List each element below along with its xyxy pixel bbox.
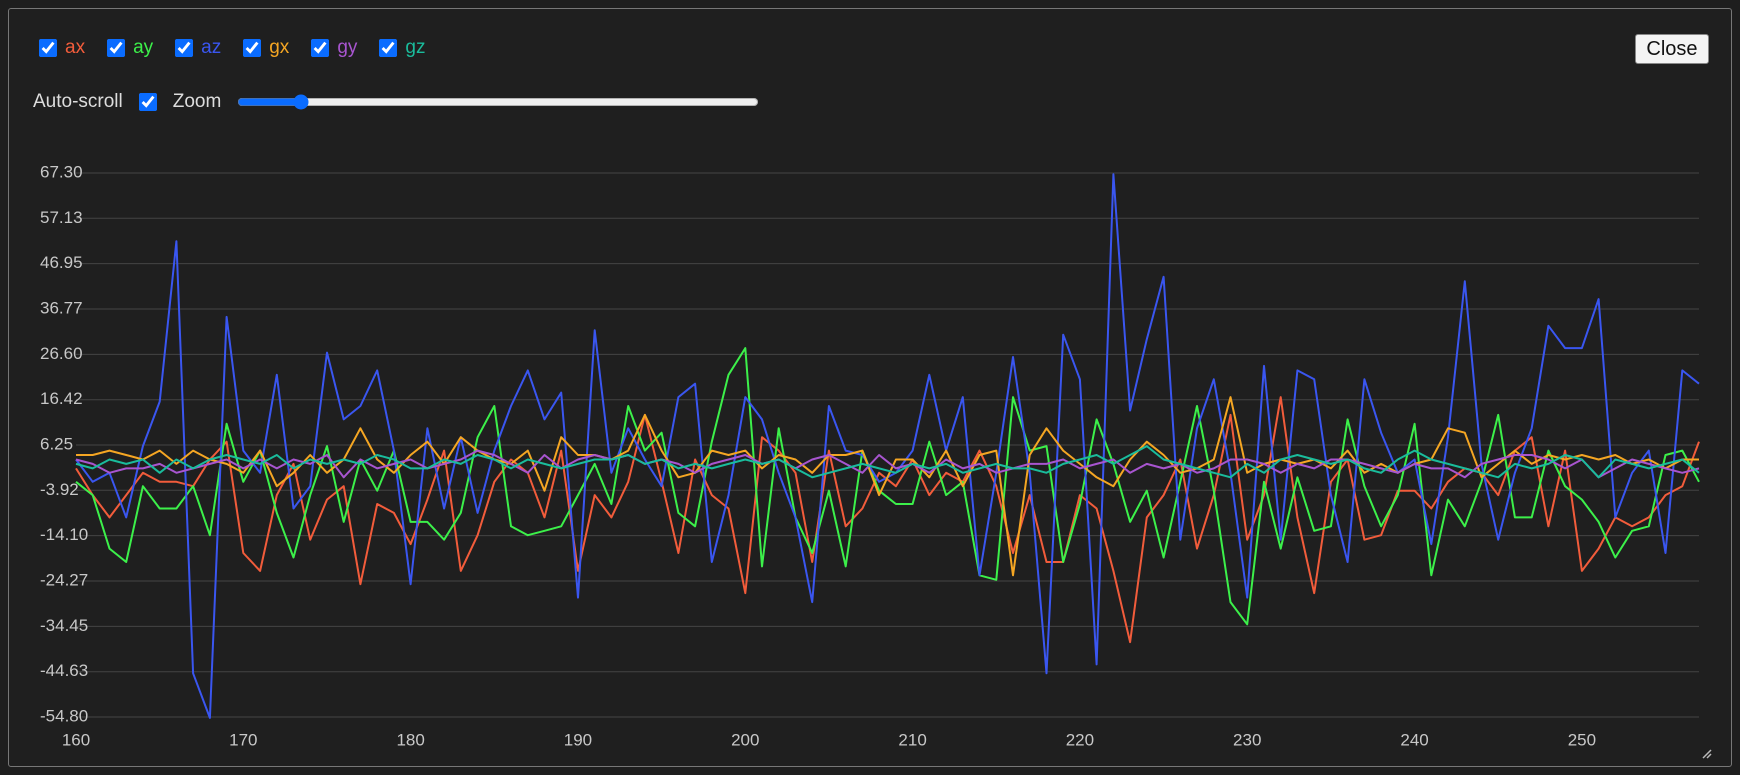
y-tick-label: 46.95	[40, 253, 83, 272]
autoscroll-checkbox[interactable]	[138, 93, 157, 111]
x-tick-label: 220	[1066, 730, 1094, 749]
y-tick-label: 67.30	[40, 162, 83, 181]
close-button[interactable]: Close	[1635, 34, 1709, 64]
legend-label: ax	[65, 37, 86, 58]
autoscroll-label: Auto-scroll	[33, 91, 123, 112]
legend-label: az	[201, 37, 222, 58]
zoom-label: Zoom	[172, 91, 222, 112]
x-tick-label: 210	[898, 730, 926, 749]
y-tick-label: -14.10	[40, 525, 88, 544]
x-tick-label: 200	[731, 730, 759, 749]
x-tick-label: 160	[62, 730, 90, 749]
y-tick-label: 6.25	[40, 434, 73, 453]
legend-label: gz	[405, 37, 426, 58]
series-line	[75, 445, 1700, 479]
x-tick-label: 190	[564, 730, 592, 749]
x-tick-label: 240	[1400, 730, 1428, 749]
x-tick-label: 250	[1568, 730, 1596, 749]
y-tick-label: -44.63	[40, 661, 88, 680]
y-tick-label: 26.60	[40, 344, 83, 363]
zoom-slider[interactable]	[237, 94, 760, 110]
y-tick-label: 36.77	[40, 299, 83, 318]
series-checkbox[interactable]	[243, 39, 262, 57]
y-tick-label: -34.45	[40, 616, 88, 635]
series-line	[75, 449, 1700, 479]
series-checkbox[interactable]	[311, 39, 330, 57]
series-line	[75, 173, 1700, 719]
plotter-panel: ax ay az gx gy gz Auto-scroll Zoom Close 67.3…	[8, 8, 1732, 767]
series-checkbox[interactable]	[379, 39, 398, 57]
x-tick-label: 230	[1233, 730, 1261, 749]
y-tick-label: -54.80	[40, 706, 88, 725]
series-line	[75, 396, 1700, 644]
legend-label: gy	[337, 37, 358, 58]
controls-row: Auto-scroll Zoom	[33, 91, 761, 113]
series-checkbox[interactable]	[175, 39, 194, 57]
x-tick-label: 180	[396, 730, 424, 749]
chart: 67.30 57.13 46.95 36.77 26.60 16.42 6.25 -3.92 -…	[40, 162, 1712, 759]
y-tick-label: 16.42	[40, 389, 83, 408]
series-line	[75, 347, 1700, 626]
legend-label: gx	[269, 37, 290, 58]
series-checkbox[interactable]	[39, 39, 57, 57]
series-toggles: ax ay az gx gy gz	[39, 37, 447, 59]
resize-grip	[1702, 749, 1712, 759]
y-tick-label: -24.27	[40, 570, 88, 589]
legend-label: ay	[133, 37, 154, 58]
y-tick-label: 57.13	[40, 208, 83, 227]
y-tick-label: -3.92	[40, 480, 79, 499]
series-checkbox[interactable]	[107, 39, 126, 57]
series-line	[76, 396, 1699, 577]
x-tick-label: 170	[229, 730, 257, 749]
